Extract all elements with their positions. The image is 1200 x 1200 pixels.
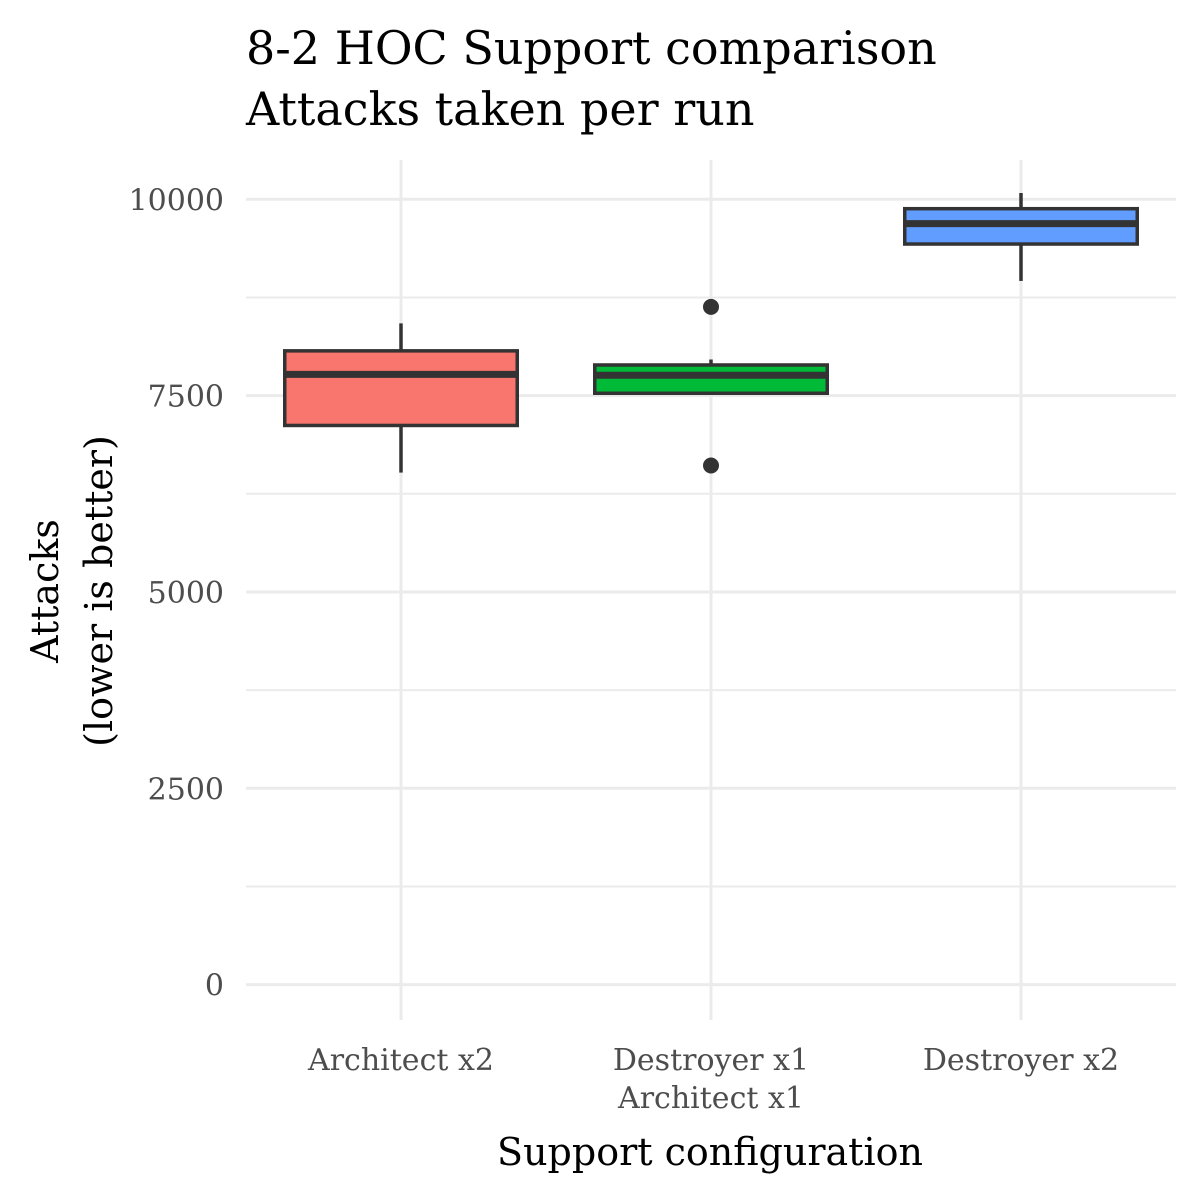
x-tick-label: Architect x2 [307, 1043, 494, 1078]
x-tick-label: Destroyer x1 [613, 1043, 809, 1078]
outlier-point [703, 457, 719, 474]
y-tick-labels: 0 2500 5000 7500 10000 [129, 183, 224, 1003]
chart-subtitle: Attacks taken per run [245, 82, 754, 136]
x-tick-label: Destroyer x2 [923, 1043, 1119, 1078]
y-tick-label: 5000 [148, 576, 224, 611]
outlier-point [703, 298, 719, 315]
y-axis-title-line-2: (lower is better) [77, 435, 121, 747]
box-layer [283, 192, 1139, 474]
chart-title: 8-2 HOC Support comparison [246, 21, 937, 75]
iqr-box [283, 349, 519, 428]
y-tick-label: 0 [205, 969, 224, 1004]
y-axis-title-line-1: Attacks [23, 519, 67, 664]
box-group [903, 192, 1139, 281]
iqr-box [593, 363, 829, 396]
box-group [593, 298, 829, 474]
x-tick-label: Architect x1 [617, 1081, 804, 1116]
grid-layer [246, 160, 1176, 1020]
x-axis-title: Support configuration [497, 1130, 923, 1174]
box-group [283, 323, 519, 473]
y-tick-label: 2500 [148, 772, 224, 807]
y-tick-label: 10000 [129, 183, 224, 218]
y-tick-label: 7500 [148, 380, 224, 415]
